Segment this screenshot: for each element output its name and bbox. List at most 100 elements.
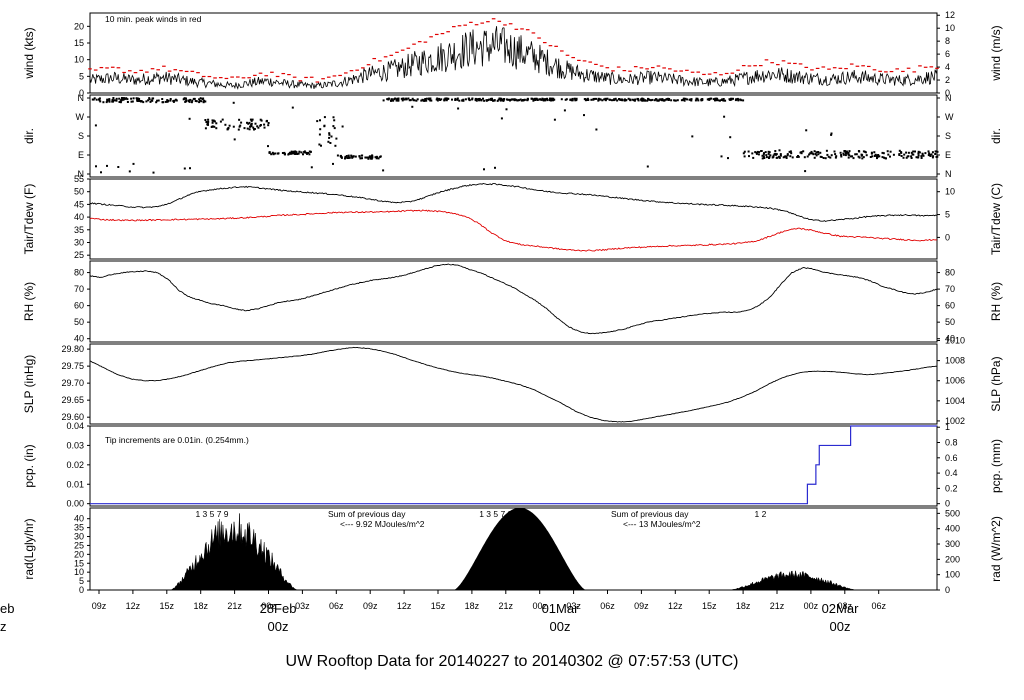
- x-tick-label: 15z: [702, 601, 717, 611]
- dir-mark: [817, 153, 820, 156]
- dir-mark: [137, 97, 140, 100]
- dir-mark: [340, 155, 342, 158]
- dir-mark: [811, 152, 814, 155]
- dir-mark: [747, 150, 750, 153]
- dir-mark: [227, 127, 230, 130]
- dir-mark: [835, 155, 838, 158]
- dir-mark: [187, 99, 190, 102]
- dir-mark: [454, 97, 457, 100]
- dir-mark: [319, 119, 321, 122]
- tick-label-right: 50: [945, 317, 955, 327]
- dir-mark: [183, 167, 186, 170]
- dir-mark: [411, 97, 414, 100]
- dir-mark: [642, 98, 645, 101]
- dir-mark: [546, 99, 549, 102]
- dir-mark: [654, 98, 657, 101]
- dir-mark: [175, 99, 178, 102]
- dir-mark: [878, 155, 881, 158]
- dir-mark: [727, 157, 729, 160]
- dir-mark: [583, 114, 585, 117]
- dir-mark: [806, 155, 809, 158]
- tick-label-right: 10: [945, 23, 955, 33]
- dir-mark: [212, 119, 215, 122]
- dir-mark: [847, 153, 850, 156]
- tick-label-left: 20: [74, 549, 84, 559]
- dir-mark: [680, 99, 683, 102]
- dir-mark: [732, 97, 734, 100]
- dir-mark: [113, 99, 116, 102]
- dir-mark: [199, 97, 202, 100]
- dir-mark: [912, 153, 915, 156]
- tick-label-right: 0: [945, 232, 950, 242]
- dir-mark: [907, 151, 910, 154]
- dir-mark: [842, 153, 845, 156]
- dir-mark: [864, 151, 867, 154]
- dir-mark: [157, 99, 160, 102]
- dir-mark: [379, 155, 382, 158]
- dir-mark: [796, 156, 799, 158]
- tick-label-left: N: [78, 93, 85, 103]
- wind-annotation: 10 min. peak winds in red: [105, 14, 202, 24]
- dir-mark: [565, 98, 568, 101]
- tick-label-left: 0: [79, 585, 84, 595]
- x-tick-label: 06z: [329, 601, 344, 611]
- dir-mark: [742, 99, 745, 102]
- tick-label-left: W: [76, 112, 85, 122]
- x-tick-label: 21z: [499, 601, 514, 611]
- dir-mark: [618, 98, 620, 101]
- dir-mark: [930, 153, 933, 156]
- panel-frame: [89, 260, 938, 343]
- panel-frame: [89, 178, 938, 260]
- dir-mark: [490, 98, 493, 101]
- dir-mark: [597, 97, 600, 100]
- dir-mark: [729, 136, 732, 139]
- dir-mark: [461, 99, 464, 102]
- dir-mark: [253, 128, 256, 130]
- rad-note-line1: Sum of previous day: [611, 509, 689, 519]
- dir-mark: [931, 151, 934, 154]
- dir-mark: [729, 98, 732, 101]
- dir-mark: [213, 125, 216, 128]
- dir-mark: [354, 155, 357, 158]
- dir-mark: [786, 154, 789, 157]
- dir-mark: [929, 154, 932, 157]
- dir-mark: [347, 154, 350, 157]
- dir-mark: [932, 155, 935, 158]
- dir-mark: [239, 124, 242, 127]
- dir-mark: [487, 99, 490, 102]
- dir-mark: [445, 99, 448, 102]
- dir-mark: [541, 97, 544, 100]
- dir-mark: [516, 99, 519, 102]
- x-tick-label: 12z: [668, 601, 683, 611]
- dir-mark: [849, 155, 852, 158]
- tick-label-left: 45: [74, 199, 84, 209]
- dir-mark: [563, 109, 566, 112]
- dir-mark: [721, 98, 724, 101]
- dir-mark: [277, 152, 280, 155]
- dir-mark: [854, 153, 857, 156]
- dir-mark: [270, 153, 273, 156]
- dir-mark: [646, 165, 649, 168]
- x-tick-label: 03z: [566, 601, 581, 611]
- dir-mark: [767, 152, 770, 155]
- dir-mark: [396, 97, 399, 100]
- dir-mark: [185, 97, 187, 100]
- dir-mark: [910, 151, 913, 154]
- dir-mark: [106, 99, 109, 102]
- dir-mark: [297, 152, 300, 155]
- dir-mark: [474, 97, 477, 100]
- tick-label-left: 10: [74, 567, 84, 577]
- dir-mark: [188, 117, 191, 120]
- dir-mark: [665, 98, 668, 101]
- dir-mark: [310, 166, 313, 169]
- dir-mark: [207, 120, 210, 123]
- dir-mark: [842, 152, 845, 155]
- tick-label-right: 0.2: [945, 483, 958, 493]
- dir-mark: [575, 99, 578, 102]
- tick-label-left: 40: [74, 212, 84, 222]
- rad-note-line2: <--- 9.92 MJoules/m^2: [340, 519, 425, 529]
- dir-mark: [876, 154, 879, 157]
- dir-mark: [603, 98, 606, 101]
- tick-label-right: 1006: [945, 376, 965, 386]
